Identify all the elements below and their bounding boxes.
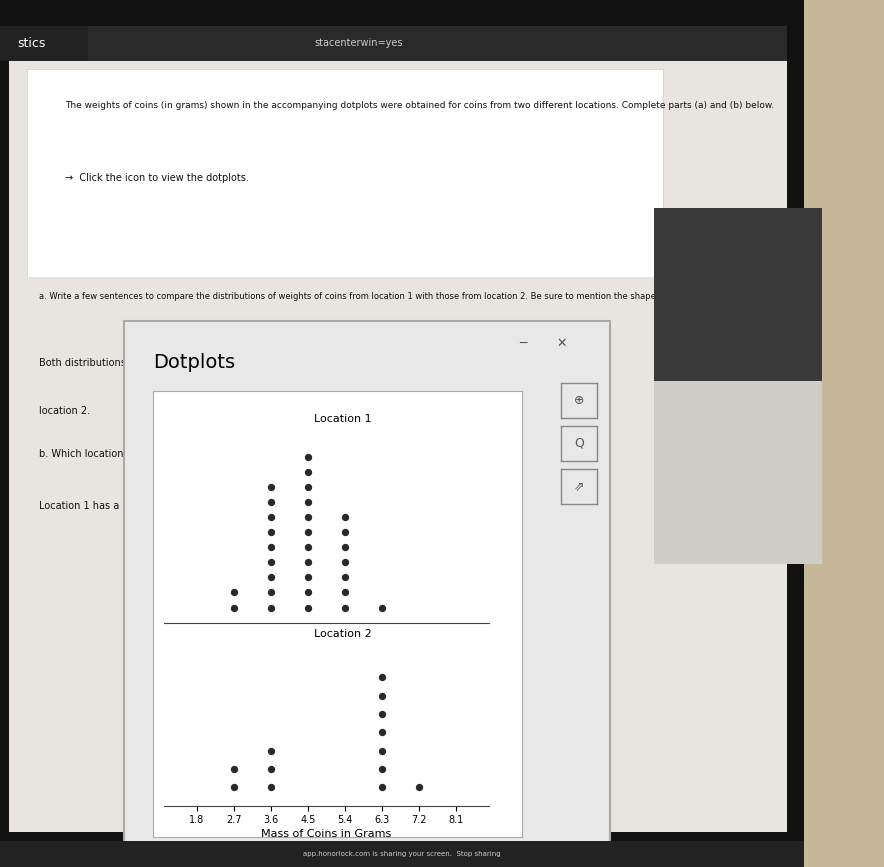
Text: Q: Q	[574, 437, 584, 450]
Point	[338, 570, 352, 584]
Text: ✕: ✕	[556, 337, 567, 350]
Text: ─: ─	[519, 337, 526, 350]
Point	[264, 762, 278, 776]
Text: The weights of coins (in grams) shown in the accompanying dotplots were obtained: The weights of coins (in grams) shown in…	[65, 101, 774, 109]
Point	[301, 601, 316, 615]
Text: Dotplots: Dotplots	[153, 353, 235, 372]
Point	[264, 780, 278, 794]
Point	[301, 585, 316, 599]
Text: Location 2: Location 2	[314, 629, 372, 639]
Point	[375, 670, 389, 684]
Text: b. Which location typically has heavier coins?: b. Which location typically has heavier …	[39, 449, 263, 460]
Point	[375, 688, 389, 702]
Point	[338, 585, 352, 599]
Text: ⇗: ⇗	[574, 479, 584, 492]
Point	[375, 601, 389, 615]
Text: stacenterwin=yes: stacenterwin=yes	[315, 38, 403, 49]
X-axis label: Mass of Coins in Grams: Mass of Coins in Grams	[262, 830, 392, 839]
Point	[375, 780, 389, 794]
Point	[375, 744, 389, 758]
Point	[375, 762, 389, 776]
Point	[301, 525, 316, 539]
Point	[301, 540, 316, 554]
Text: a. Write a few sentences to compare the distributions of weights of coins from l: a. Write a few sentences to compare the …	[39, 291, 777, 301]
Text: Location 1: Location 1	[314, 414, 371, 425]
Point	[264, 540, 278, 554]
Text: location 2.: location 2.	[39, 406, 90, 416]
Point	[301, 556, 316, 570]
Point	[301, 450, 316, 464]
Point	[264, 479, 278, 493]
Point	[264, 556, 278, 570]
Point	[338, 540, 352, 554]
Text: ⊕: ⊕	[574, 394, 584, 407]
Point	[301, 510, 316, 524]
Text: app.honorlock.com is sharing your screen.  Stop sharing: app.honorlock.com is sharing your screen…	[303, 851, 501, 857]
Point	[301, 570, 316, 584]
Text: →  Click the icon to view the dotplots.: → Click the icon to view the dotplots.	[65, 173, 248, 184]
Point	[264, 570, 278, 584]
Point	[264, 744, 278, 758]
Point	[264, 510, 278, 524]
Point	[227, 762, 241, 776]
Point	[338, 510, 352, 524]
Point	[338, 525, 352, 539]
Point	[301, 479, 316, 493]
Point	[227, 585, 241, 599]
Point	[264, 601, 278, 615]
Point	[375, 707, 389, 720]
Point	[264, 585, 278, 599]
Point	[338, 556, 352, 570]
Point	[338, 601, 352, 615]
Text: Both distributions have: Both distributions have	[39, 357, 153, 368]
Point	[227, 780, 241, 794]
Point	[264, 525, 278, 539]
Point	[301, 495, 316, 509]
Point	[375, 726, 389, 740]
Point	[227, 601, 241, 615]
Text: Location 1 has a: Location 1 has a	[39, 500, 119, 511]
Point	[412, 780, 426, 794]
Point	[301, 465, 316, 479]
Point	[264, 495, 278, 509]
Text: stics: stics	[18, 37, 46, 49]
